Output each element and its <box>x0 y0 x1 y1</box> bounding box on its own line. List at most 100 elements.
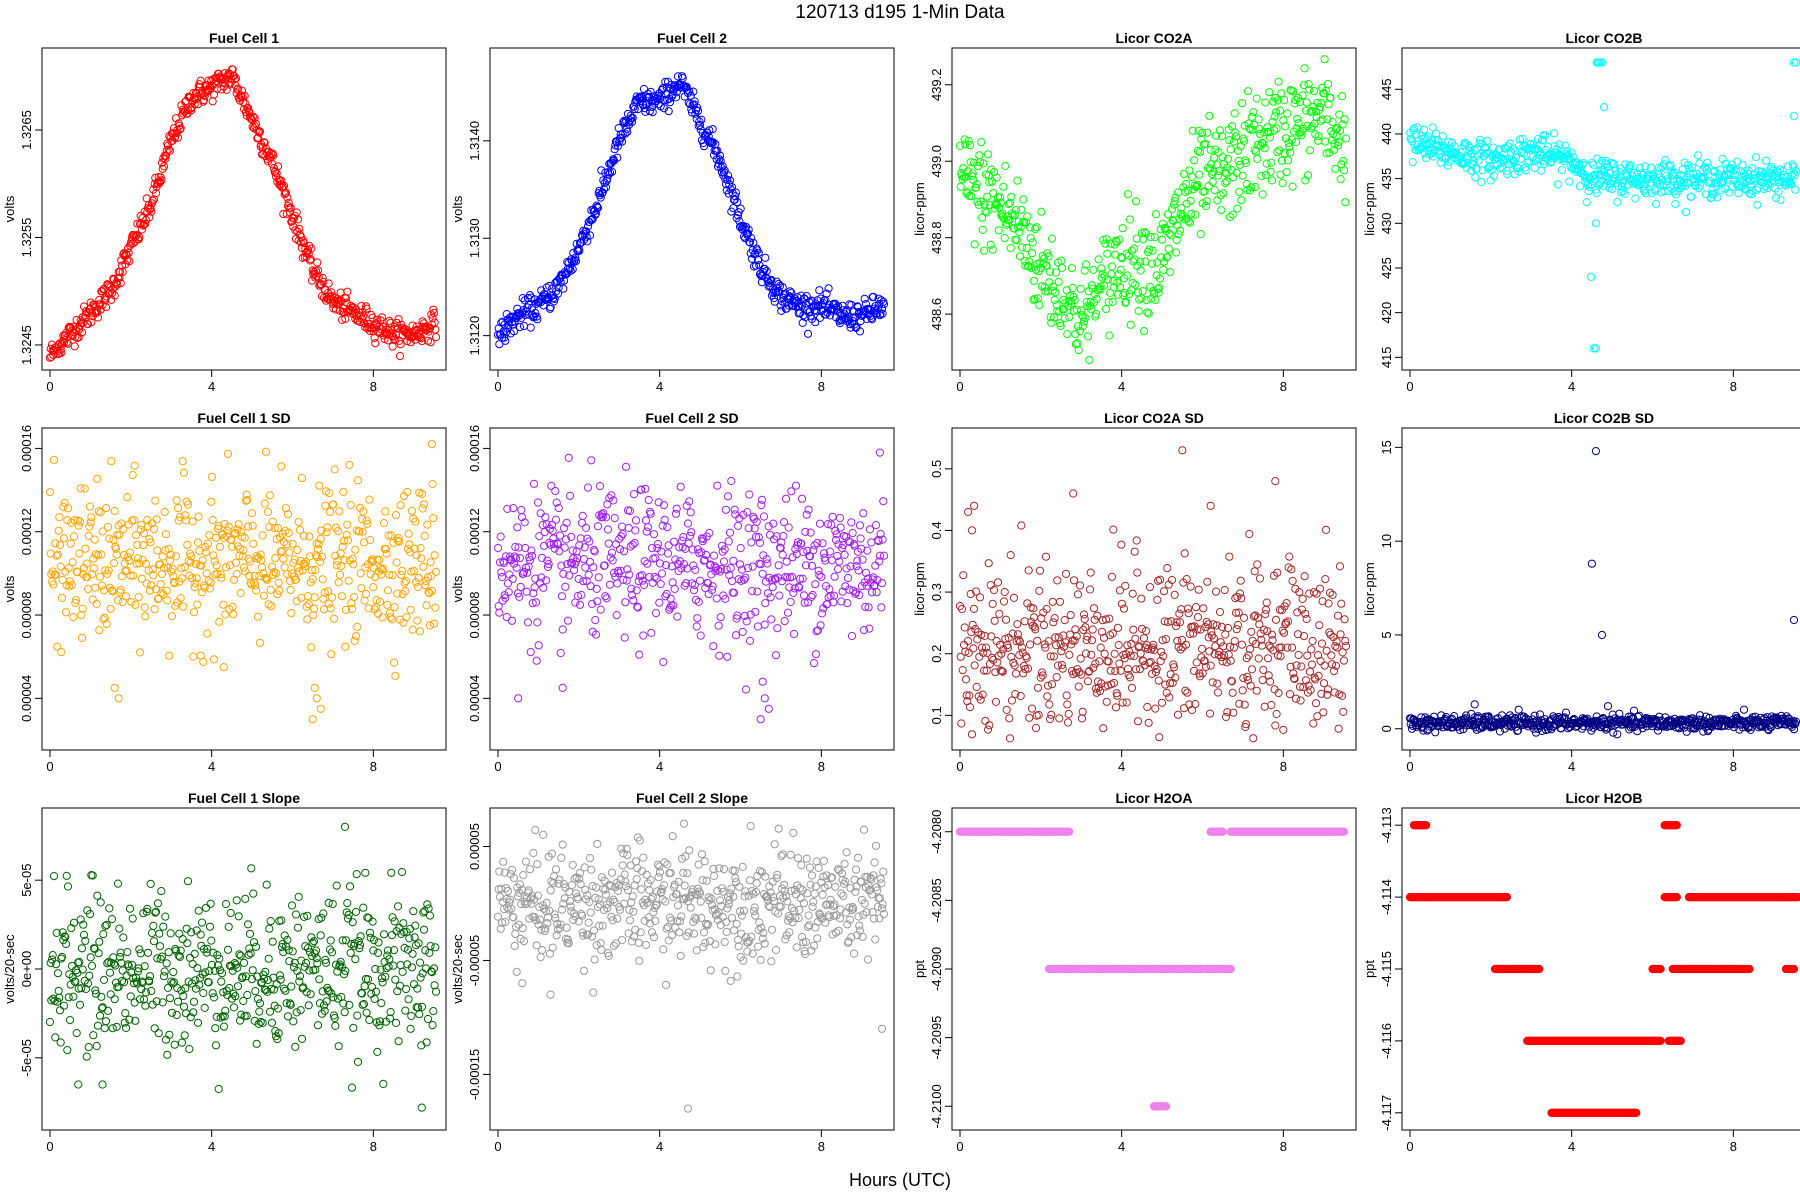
data-point <box>1144 718 1153 727</box>
data-point <box>63 882 73 891</box>
data-point <box>1217 206 1226 215</box>
data-point <box>858 555 867 564</box>
data-point <box>1751 153 1761 162</box>
data-point <box>996 198 1005 207</box>
x-tick-label: 8 <box>370 379 377 394</box>
data-point <box>123 244 133 253</box>
data-point <box>1085 355 1094 365</box>
data-point <box>612 611 621 620</box>
data-point <box>1064 709 1073 719</box>
data-point <box>383 586 393 595</box>
data-point <box>697 115 706 124</box>
data-point <box>85 971 94 980</box>
data-point <box>1048 597 1057 606</box>
data-point <box>207 472 217 481</box>
data-point <box>1141 257 1150 266</box>
data-point <box>988 245 997 254</box>
data-point <box>360 596 369 605</box>
x-tick-label: 8 <box>1280 379 1287 394</box>
data-point <box>269 151 278 160</box>
data-point <box>556 648 565 658</box>
data-point <box>602 594 611 603</box>
data-point <box>815 519 825 528</box>
data-point <box>145 213 154 222</box>
data-point <box>1671 199 1680 208</box>
y-tick-label: 0e+00 <box>19 951 34 988</box>
data-point <box>57 340 67 349</box>
data-point <box>817 609 827 618</box>
data-point <box>1288 182 1297 191</box>
data-points <box>493 72 889 349</box>
data-point <box>170 133 179 142</box>
data-point <box>973 635 982 644</box>
data-point <box>62 871 71 880</box>
data-point <box>745 490 754 499</box>
data-point <box>631 526 640 535</box>
data-point <box>623 127 632 136</box>
plot-frame <box>1401 427 1800 751</box>
data-point <box>274 578 283 587</box>
data-point <box>1006 243 1015 253</box>
data-point <box>1029 295 1038 304</box>
y-axis-label: licor-ppm <box>912 562 927 615</box>
data-point <box>1157 698 1167 707</box>
data-point <box>686 91 695 100</box>
data-point <box>557 592 567 601</box>
data-point <box>693 106 703 116</box>
data-point <box>309 604 319 613</box>
x-tick-label: 8 <box>1280 759 1287 774</box>
data-point <box>496 532 505 541</box>
y-tick-label: 15 <box>1379 440 1394 454</box>
data-point <box>1072 632 1081 641</box>
y-tick-label: 0 <box>1379 725 1394 732</box>
x-tick-label: 4 <box>1118 759 1125 774</box>
data-point <box>1307 645 1316 654</box>
data-point <box>638 100 647 109</box>
y-tick-label: 0.00008 <box>467 592 482 639</box>
data-point <box>54 986 63 996</box>
data-point <box>1255 129 1265 138</box>
page-title: 120713 d195 1-Min Data <box>795 2 1005 23</box>
data-point <box>249 539 258 548</box>
data-point <box>305 532 314 541</box>
data-point <box>972 179 981 189</box>
data-point <box>596 193 605 202</box>
data-point <box>85 502 95 511</box>
data-point <box>273 162 283 171</box>
data-point <box>1789 112 1799 121</box>
data-point <box>1063 330 1072 339</box>
data-point <box>551 515 561 524</box>
data-point <box>503 579 513 588</box>
data-point <box>654 100 663 109</box>
data-point <box>1061 569 1071 579</box>
data-point <box>618 530 627 539</box>
data-point <box>1167 205 1177 214</box>
data-point <box>1001 615 1011 624</box>
data-point <box>1050 295 1059 305</box>
x-tick-label: 0 <box>46 1139 53 1154</box>
data-point <box>549 294 558 303</box>
data-point <box>1271 477 1280 486</box>
data-point <box>1236 576 1245 585</box>
data-point <box>1071 625 1080 634</box>
data-point <box>283 193 292 202</box>
data-point <box>179 602 188 611</box>
data-point <box>57 593 67 603</box>
data-point <box>200 91 209 101</box>
data-point <box>1047 680 1057 689</box>
data-point <box>1408 158 1417 167</box>
data-point <box>526 323 535 332</box>
data-point <box>699 142 709 151</box>
data-point <box>731 192 740 201</box>
data-point <box>1159 587 1169 596</box>
data-point <box>708 125 717 134</box>
data-point <box>232 569 241 579</box>
data-point <box>1549 129 1559 138</box>
data-point <box>1047 710 1056 719</box>
data-point <box>253 612 263 621</box>
data-point <box>1213 688 1223 697</box>
data-point <box>629 596 638 605</box>
data-point <box>1121 581 1130 591</box>
data-point <box>303 592 313 601</box>
